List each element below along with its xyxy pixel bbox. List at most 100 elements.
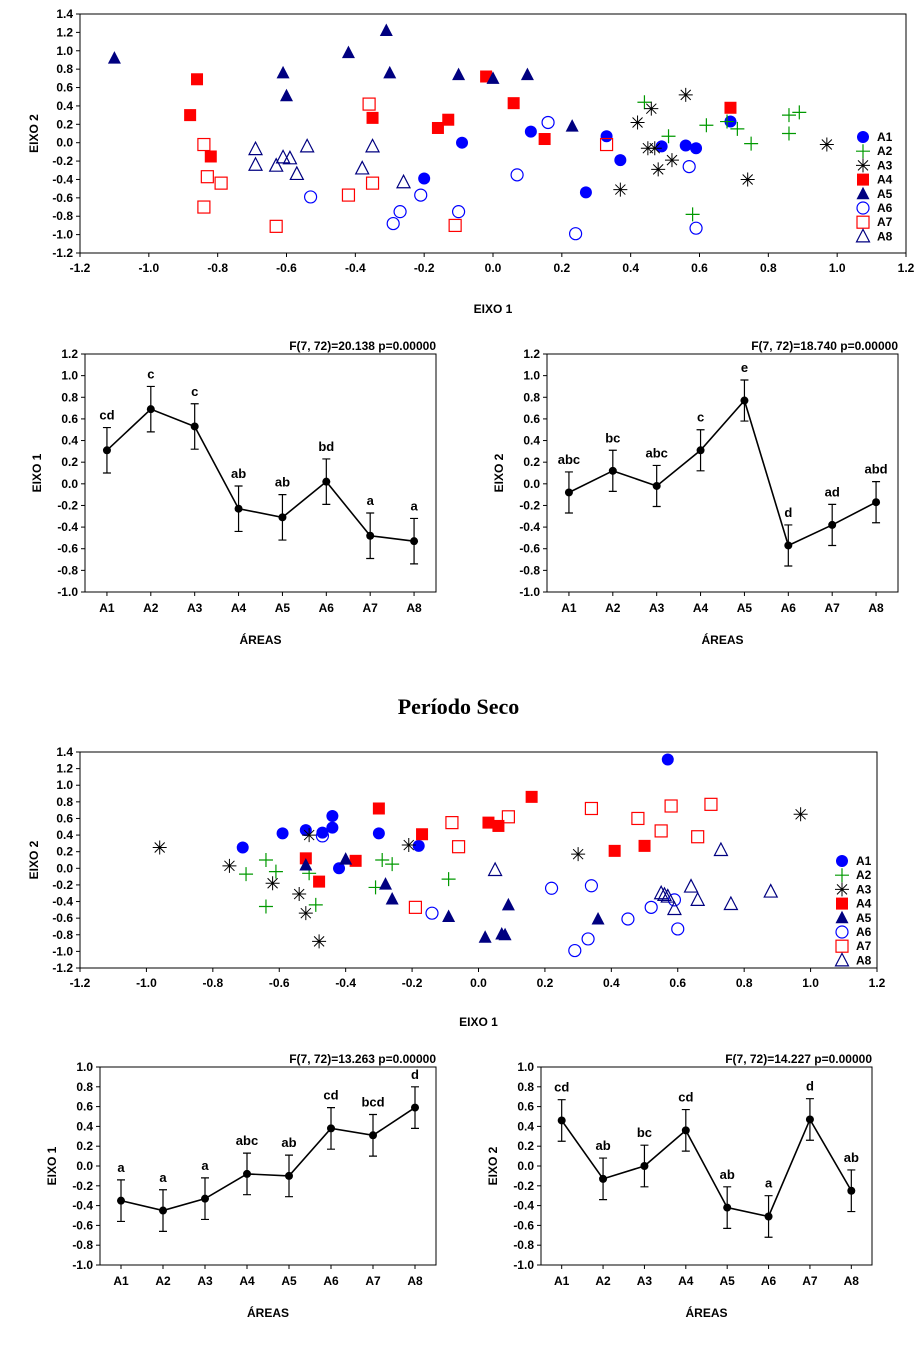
y-tick-label: 0.2 [56, 117, 73, 131]
y-axis-label: EIXO 2 [492, 453, 506, 492]
y-tick-label: -0.4 [52, 172, 73, 186]
point-A2 [268, 864, 283, 879]
y-tick-label: 1.2 [56, 762, 73, 776]
legend-label-A4: A4 [856, 897, 872, 911]
point-A2 [308, 897, 323, 912]
point-A2 [375, 853, 390, 867]
legend-label-A3: A3 [856, 882, 872, 896]
x-tick-label: -0.8 [207, 261, 228, 275]
group-label: abc [236, 1133, 258, 1148]
legend-marker-A8 [855, 228, 871, 243]
x-tick-label: A5 [275, 601, 291, 615]
point-A5 [339, 852, 353, 865]
y-tick-label: -0.6 [519, 542, 540, 556]
point-A4 [349, 854, 362, 867]
legend-label-A2: A2 [856, 868, 872, 882]
mean-point [190, 422, 199, 431]
y-tick-label: 0.0 [61, 477, 78, 491]
x-tick-label: 0.8 [736, 976, 753, 990]
mean-line [106, 408, 415, 542]
plot-frame [99, 1066, 437, 1266]
legend-label-A8: A8 [877, 229, 893, 243]
point-A2 [385, 857, 400, 872]
group-label: d [806, 1079, 814, 1094]
point-A3 [152, 840, 167, 855]
x-tick-label: 0.4 [622, 261, 639, 275]
group-label: a [410, 498, 418, 513]
scatter-plot-scatter-top: 1.4 1.2 1.0 0.8 0.6 0.4 0.2 0.0 -0.2 -0.4 -0.6 -0.8… [27, 7, 915, 316]
y-tick-label: 0.4 [56, 828, 73, 842]
means-plot-means-top-eixo1: F(7, 72)=20.138 p=0.00000 1.2 1.0 0.8 0.6 0.4… [30, 339, 437, 647]
mean-point [681, 1126, 690, 1135]
y-tick-label: -0.6 [57, 542, 78, 556]
x-tick-label: -0.4 [335, 976, 356, 990]
plot-frame [546, 353, 899, 593]
y-tick-label: -0.4 [519, 520, 540, 534]
series-A3 [152, 807, 808, 949]
x-tick-label: 0.6 [669, 976, 686, 990]
x-tick-label: -0.6 [269, 976, 290, 990]
y-tick-label: -0.2 [52, 878, 73, 892]
legend-label-A5: A5 [856, 911, 872, 925]
y-tick-label: 0.4 [517, 1119, 534, 1133]
point-A7 [451, 840, 466, 854]
series-A7 [197, 97, 614, 233]
group-label: abd [865, 462, 888, 477]
point-A8 [666, 900, 682, 916]
point-A8 [683, 878, 699, 893]
legend-marker-A6 [835, 925, 849, 939]
point-A4 [313, 875, 326, 888]
series-A4 [184, 70, 737, 163]
point-A7 [197, 137, 211, 152]
group-label: ab [231, 466, 246, 481]
series-A2 [239, 853, 456, 914]
point-A1 [418, 172, 431, 185]
group-label: abc [645, 445, 667, 460]
y-tick-label: 0.0 [56, 861, 73, 875]
point-A2 [637, 95, 652, 110]
x-tick-label: A6 [323, 1274, 339, 1288]
legend-label-A3: A3 [877, 158, 893, 172]
group-label: cd [678, 1090, 693, 1105]
y-tick-label: -0.2 [72, 1179, 93, 1193]
mean-point [847, 1186, 856, 1195]
x-tick-label: -1.2 [70, 976, 91, 990]
point-A6 [315, 829, 330, 843]
y-tick-label: -0.2 [519, 498, 540, 512]
legend-label-A1: A1 [856, 854, 872, 868]
legend-marker-A7 [835, 939, 849, 953]
x-axis-label: ÁREAS [701, 632, 743, 647]
point-A7 [365, 176, 380, 190]
point-A8 [275, 149, 291, 164]
x-tick-label: A2 [595, 1274, 611, 1288]
x-tick-label: 1.0 [802, 976, 819, 990]
y-tick-label: 0.4 [61, 434, 78, 448]
point-A6 [621, 912, 635, 926]
point-A4 [442, 113, 455, 126]
y-tick-label: -1.0 [52, 228, 73, 242]
point-A3 [265, 876, 280, 891]
x-tick-label: A3 [197, 1274, 213, 1288]
point-A6 [644, 900, 658, 914]
x-tick-label: A3 [649, 601, 665, 615]
point-A5 [280, 88, 293, 102]
point-A5 [520, 67, 534, 81]
y-tick-label: -1.0 [52, 944, 73, 958]
x-tick-label: A7 [802, 1274, 818, 1288]
point-A7 [664, 799, 678, 813]
point-A4 [538, 133, 551, 146]
x-tick-label: A8 [406, 601, 422, 615]
point-A7 [448, 218, 462, 233]
legend-label-A7: A7 [877, 215, 893, 229]
point-A5 [276, 65, 290, 79]
x-tick-label: A1 [561, 601, 577, 615]
group-label: d [784, 505, 792, 520]
point-A1 [690, 142, 703, 155]
point-A8 [282, 150, 298, 165]
point-A2 [258, 899, 273, 914]
legend-marker-A2 [856, 144, 870, 159]
point-A1 [456, 136, 469, 149]
point-A7 [214, 176, 228, 190]
group-label: bc [605, 430, 620, 445]
